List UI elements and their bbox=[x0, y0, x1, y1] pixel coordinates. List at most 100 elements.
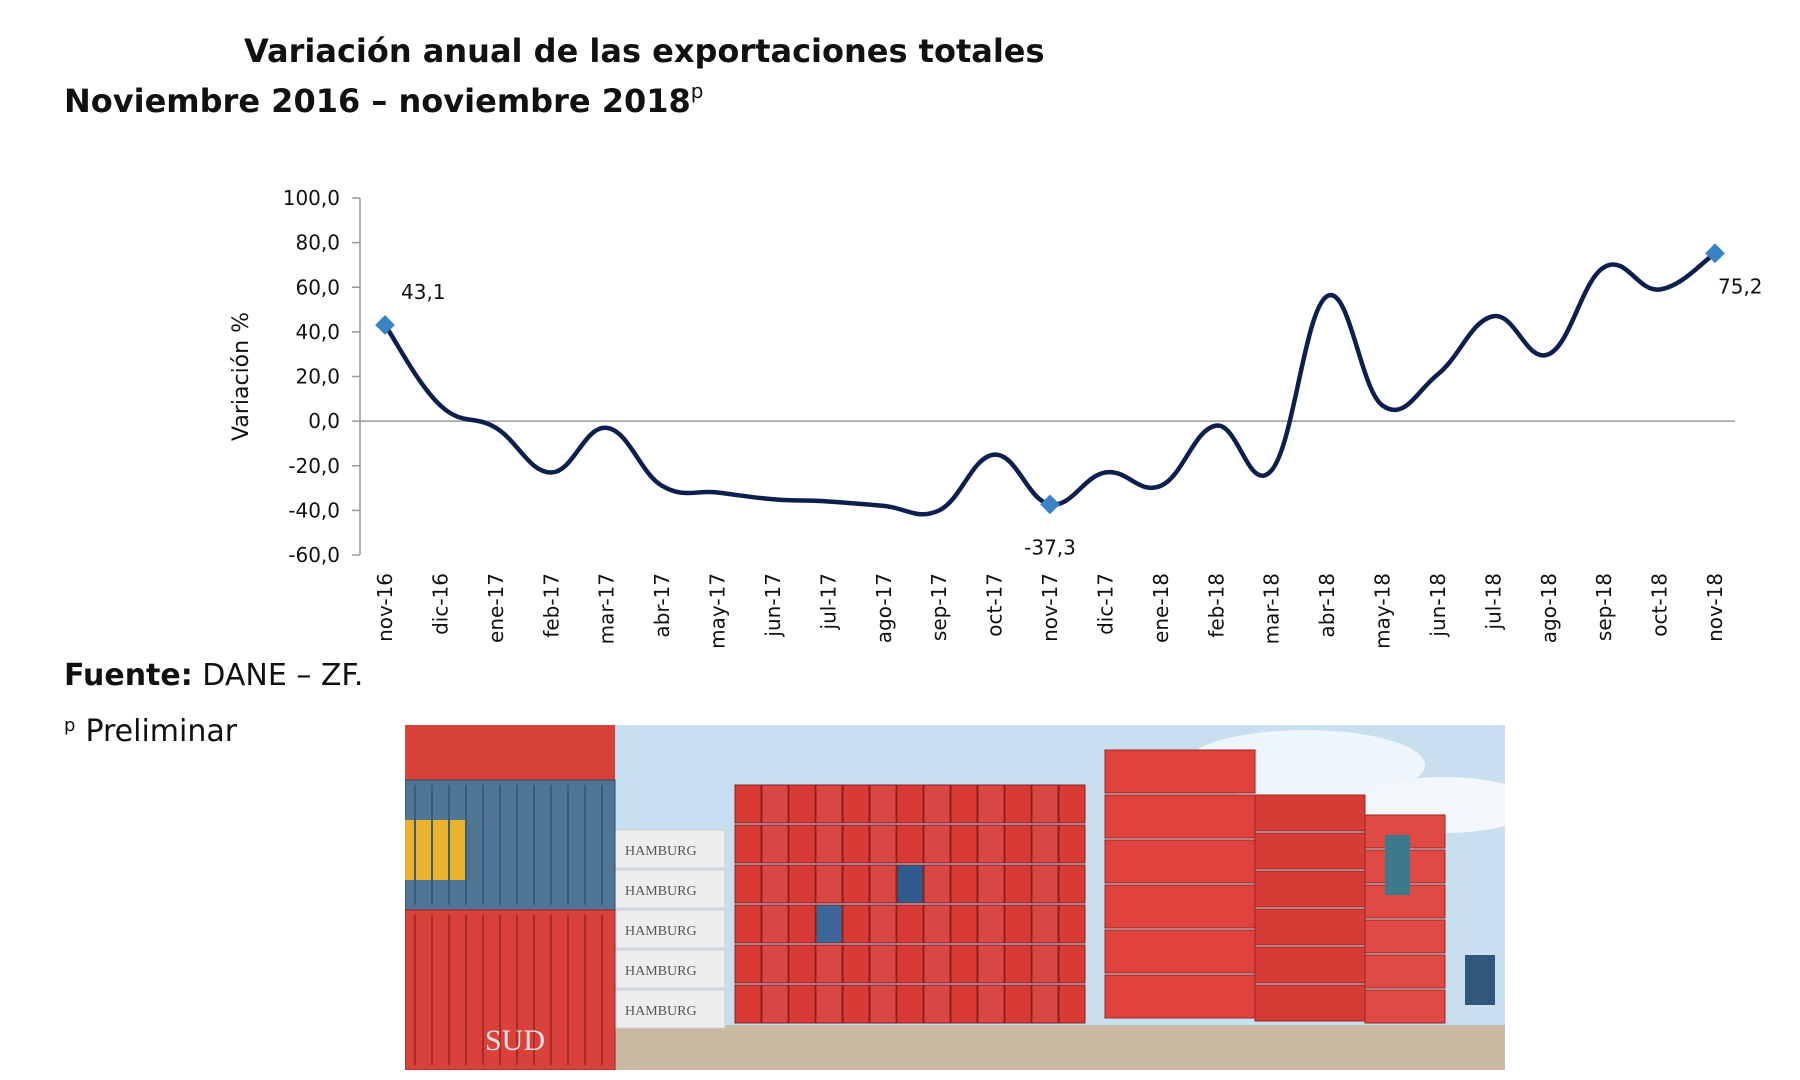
container-text: HAMBURG bbox=[625, 884, 697, 899]
red-container bbox=[1004, 904, 1032, 944]
red-container bbox=[788, 944, 816, 984]
red-container bbox=[923, 784, 951, 824]
x-tick-label: ene-17 bbox=[484, 573, 508, 643]
red-container bbox=[869, 864, 897, 904]
title-line-1: Variación anual de las exportaciones tot… bbox=[244, 32, 1045, 70]
y-tick-label: -20,0 bbox=[288, 454, 340, 478]
red-container bbox=[734, 784, 762, 824]
x-tick-label: jun-18 bbox=[1426, 573, 1450, 638]
x-tick-label: nov-18 bbox=[1703, 573, 1727, 642]
red-container bbox=[977, 944, 1005, 984]
red-container bbox=[405, 725, 615, 780]
red-container bbox=[1104, 749, 1256, 794]
containers-photo: HAMBURG HAMBURG HAMBURG HAMBURG HAMBURG SUD bbox=[405, 725, 1505, 1070]
data-label: -37,3 bbox=[1024, 535, 1076, 559]
red-container bbox=[1031, 904, 1059, 944]
red-container bbox=[734, 864, 762, 904]
red-container bbox=[1364, 954, 1446, 989]
red-container bbox=[734, 824, 762, 864]
container-text: HAMBURG bbox=[625, 964, 697, 979]
red-container bbox=[1004, 824, 1032, 864]
red-container bbox=[815, 864, 843, 904]
data-point bbox=[826, 499, 830, 503]
data-point bbox=[1159, 484, 1163, 488]
red-container bbox=[869, 824, 897, 864]
red-container bbox=[815, 944, 843, 984]
container-text: HAMBURG bbox=[625, 1004, 697, 1019]
red-container bbox=[950, 824, 978, 864]
data-point bbox=[1381, 404, 1385, 408]
x-tick-label: dic-16 bbox=[428, 573, 452, 635]
red-container bbox=[1031, 864, 1059, 904]
red-container bbox=[950, 864, 978, 904]
red-container bbox=[1004, 944, 1032, 984]
red-container bbox=[761, 944, 789, 984]
red-container bbox=[923, 864, 951, 904]
white-container bbox=[614, 829, 726, 869]
red-container bbox=[1104, 929, 1256, 974]
red-container bbox=[1364, 884, 1446, 919]
red-container bbox=[761, 824, 789, 864]
red-container bbox=[815, 824, 843, 864]
red-container bbox=[923, 984, 951, 1024]
red-container bbox=[1254, 870, 1366, 908]
red-container bbox=[977, 784, 1005, 824]
title-period: Noviembre 2016 – noviembre 2018 bbox=[64, 82, 691, 120]
red-container bbox=[788, 904, 816, 944]
preliminary-mark: p bbox=[64, 715, 76, 736]
x-tick-label: may-18 bbox=[1371, 573, 1395, 649]
data-point bbox=[993, 453, 997, 457]
red-container bbox=[1104, 839, 1256, 884]
data-point bbox=[438, 404, 442, 408]
red-container bbox=[923, 824, 951, 864]
highlight-marker bbox=[375, 315, 395, 335]
x-tick-label: nov-16 bbox=[373, 573, 397, 642]
container-text: SUD bbox=[485, 1024, 545, 1057]
red-container bbox=[1104, 884, 1256, 929]
x-tick-label: ago-17 bbox=[872, 573, 896, 643]
x-tick-label: ene-18 bbox=[1149, 573, 1173, 643]
data-point bbox=[660, 484, 664, 488]
red-container bbox=[1031, 824, 1059, 864]
red-container bbox=[869, 784, 897, 824]
data-point bbox=[494, 426, 498, 430]
data-point bbox=[1325, 294, 1329, 298]
red-container bbox=[1031, 784, 1059, 824]
title-line-2: Noviembre 2016 – noviembre 2018p bbox=[64, 76, 1164, 126]
red-container bbox=[869, 904, 897, 944]
data-point bbox=[1270, 468, 1274, 472]
y-tick-label: -60,0 bbox=[288, 543, 340, 567]
red-container bbox=[761, 784, 789, 824]
x-tick-label: sep-17 bbox=[927, 573, 951, 641]
red-container bbox=[896, 904, 924, 944]
red-container bbox=[1364, 919, 1446, 954]
x-tick-label: feb-17 bbox=[539, 573, 563, 638]
red-container bbox=[1058, 984, 1086, 1024]
y-tick-label: 0,0 bbox=[308, 409, 340, 433]
red-container bbox=[1104, 974, 1256, 1019]
x-tick-label: mar-18 bbox=[1260, 573, 1284, 644]
x-tick-label: abr-17 bbox=[650, 573, 674, 638]
red-container bbox=[1004, 864, 1032, 904]
red-container bbox=[1004, 984, 1032, 1024]
title-preliminary-mark: p bbox=[690, 79, 704, 103]
red-container bbox=[869, 944, 897, 984]
data-point bbox=[882, 504, 886, 508]
red-container bbox=[950, 944, 978, 984]
red-container bbox=[1058, 904, 1086, 944]
y-tick-label: 60,0 bbox=[295, 275, 340, 299]
red-container bbox=[734, 984, 762, 1024]
red-container bbox=[977, 824, 1005, 864]
highlight-marker bbox=[1040, 494, 1060, 515]
white-container bbox=[614, 869, 726, 909]
red-container bbox=[1031, 944, 1059, 984]
x-tick-label: may-17 bbox=[706, 573, 730, 649]
data-point bbox=[1436, 372, 1440, 376]
blue-container bbox=[1465, 955, 1495, 1005]
preliminary-note: p Preliminar bbox=[64, 706, 237, 752]
red-container bbox=[761, 984, 789, 1024]
red-container bbox=[1058, 784, 1086, 824]
container-text: HAMBURG bbox=[625, 924, 697, 939]
red-container bbox=[1004, 784, 1032, 824]
red-container bbox=[1254, 832, 1366, 870]
